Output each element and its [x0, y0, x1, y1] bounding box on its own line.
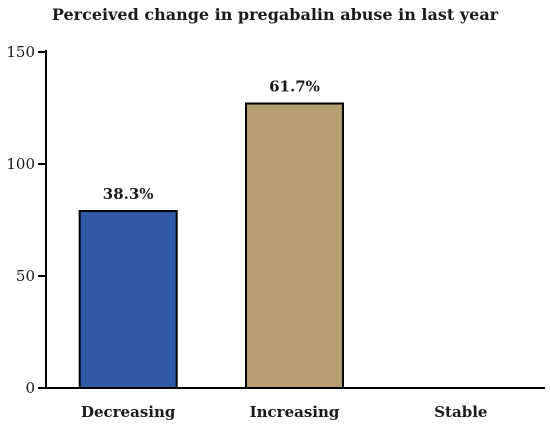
y-tick-label: 100 [6, 155, 35, 173]
y-axis-ticks: 0 50 100 150 [6, 43, 46, 397]
y-tick-label: 0 [25, 379, 35, 397]
data-label-increasing: 61.7% [269, 78, 320, 96]
y-tick-label: 150 [6, 43, 35, 61]
chart-title: Perceived change in pregabalin abuse in … [52, 5, 499, 24]
bar-decreasing [78, 210, 178, 389]
y-tick-label: 50 [16, 267, 35, 285]
x-tick-label-increasing: Increasing [250, 403, 340, 421]
bar-increasing [245, 102, 344, 390]
x-tick-label-stable: Stable [434, 403, 487, 421]
x-tick-label-decreasing: Decreasing [81, 403, 176, 421]
bars-group [78, 102, 344, 390]
data-labels-group: 38.3% 61.7% [103, 78, 320, 204]
x-axis-labels: Decreasing Increasing Stable [81, 403, 487, 421]
data-label-decreasing: 38.3% [103, 185, 154, 203]
